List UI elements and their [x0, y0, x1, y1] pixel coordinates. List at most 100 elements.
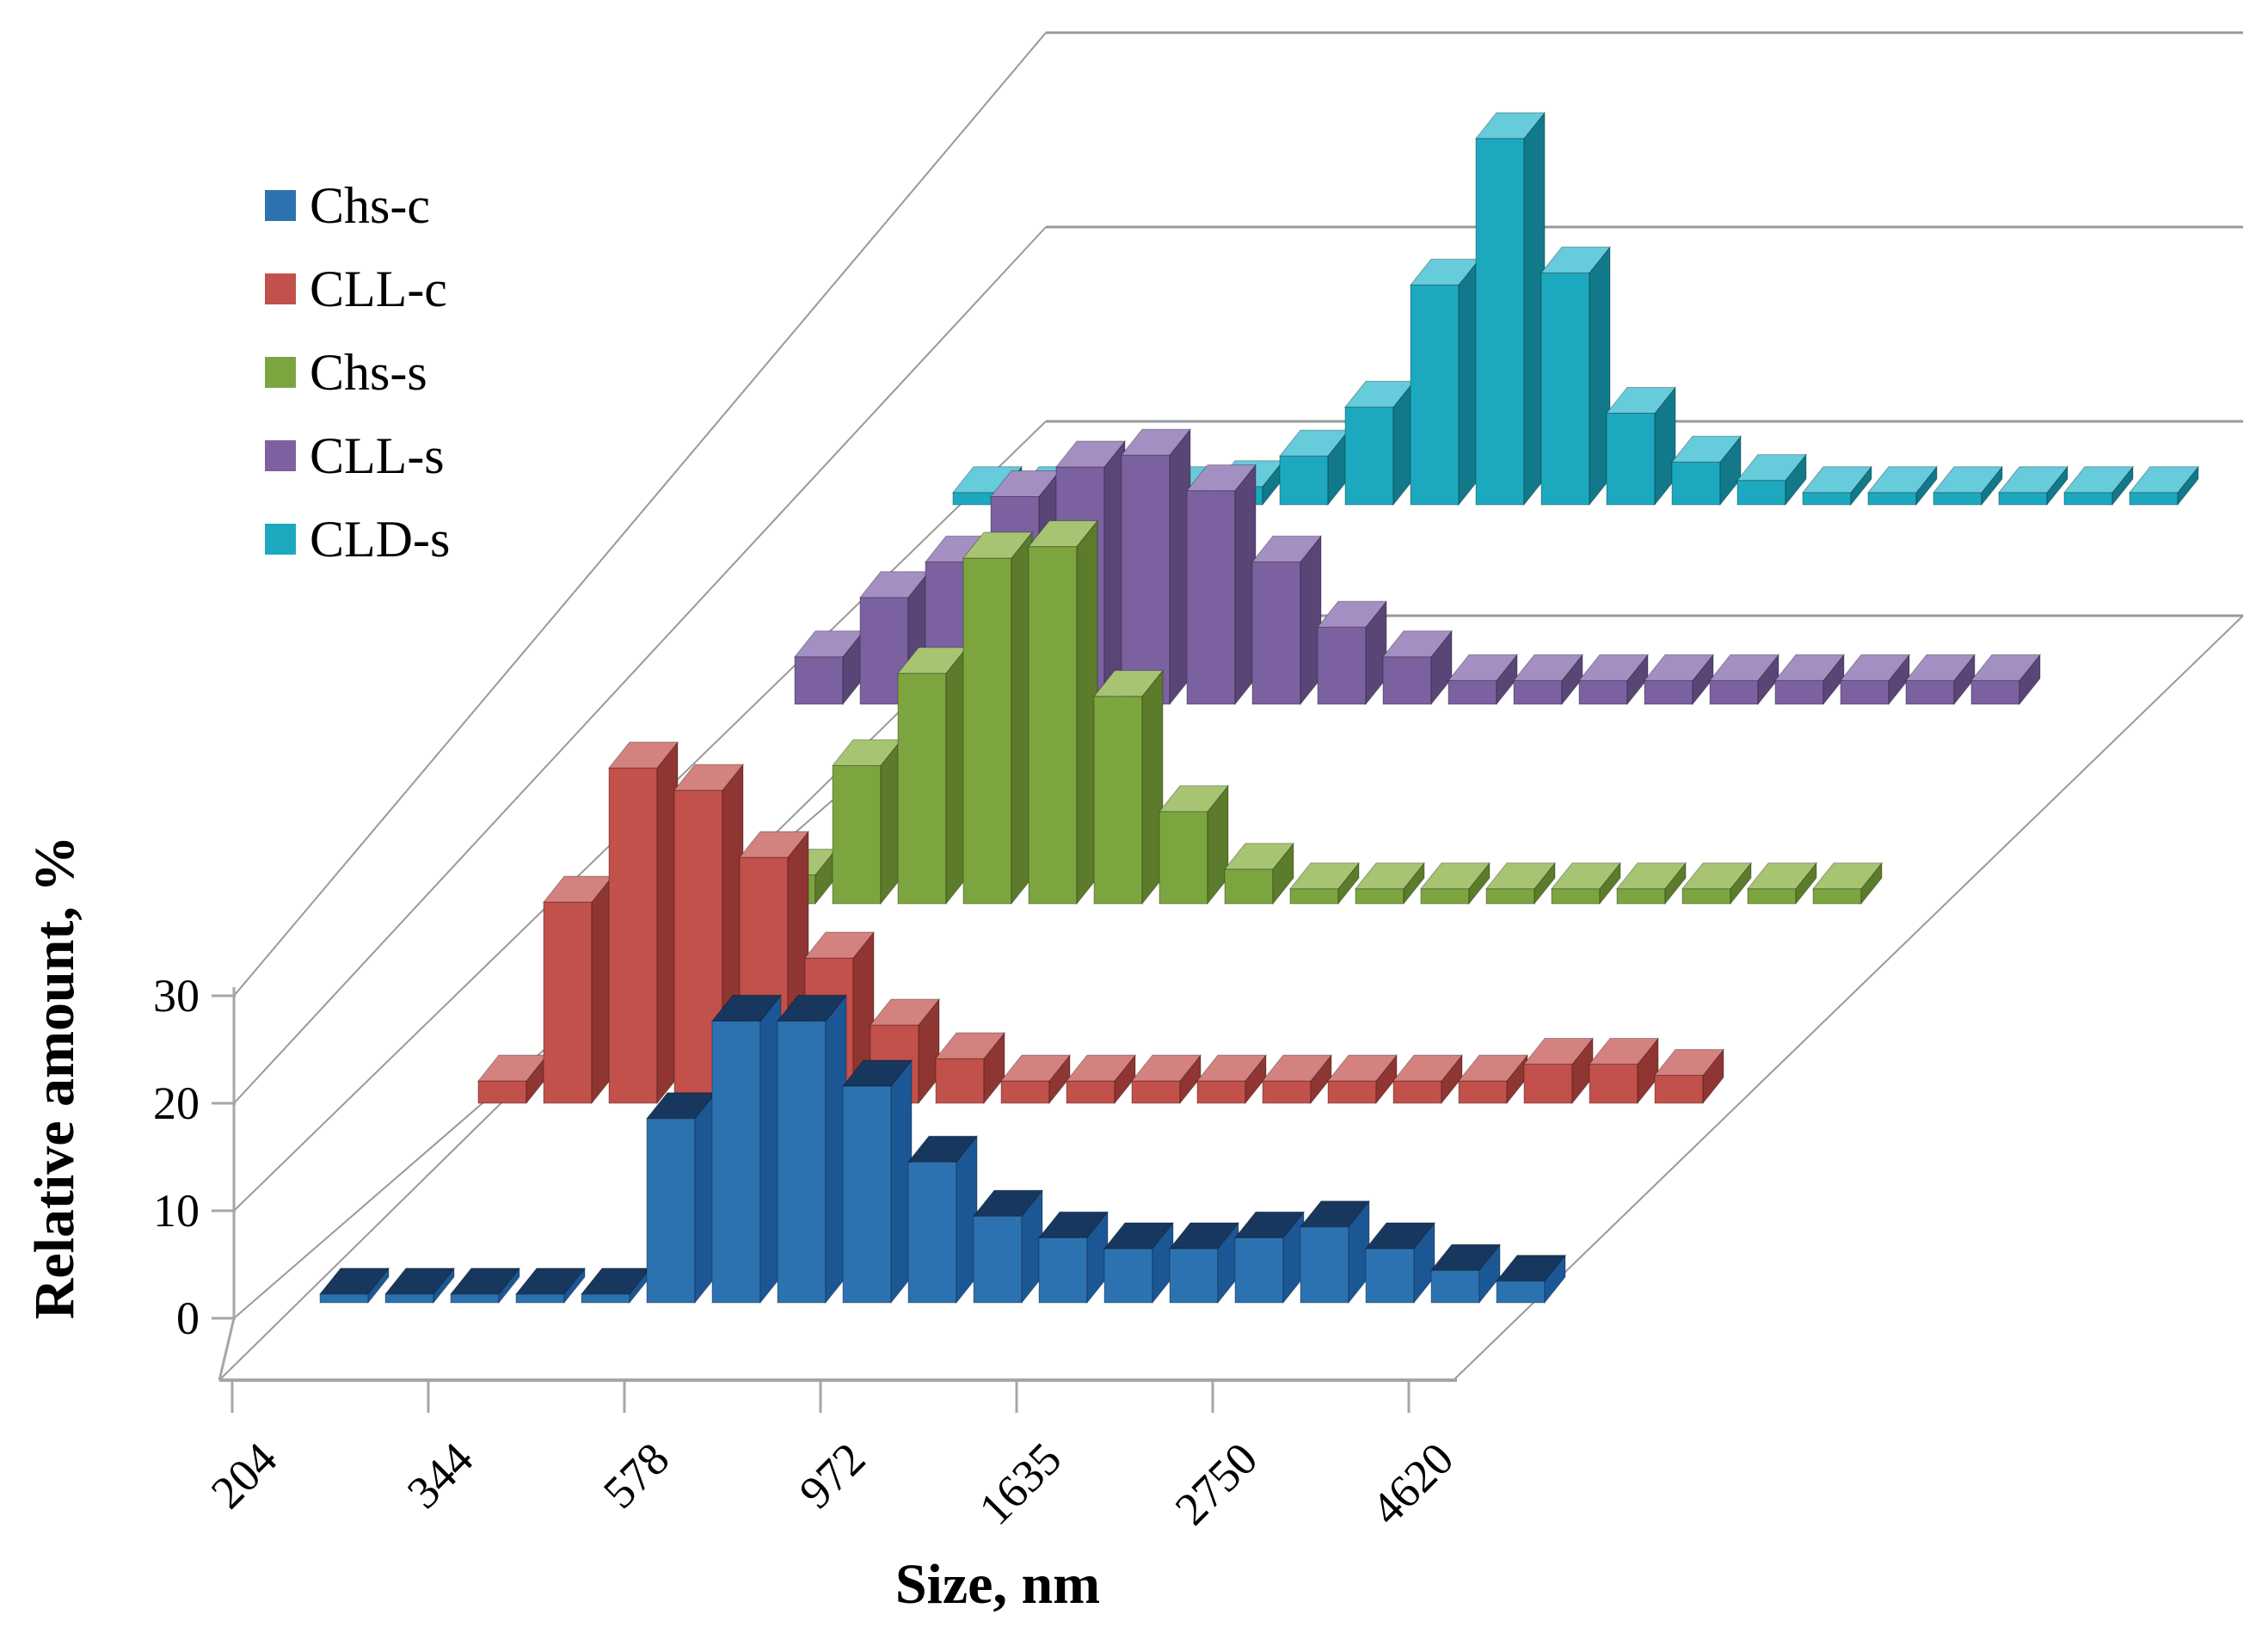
bar-CLL-s-bin11 [1512, 653, 1584, 706]
bar-front-face [1159, 811, 1208, 905]
bar-front-face [1681, 888, 1731, 905]
bar-Chs-s-bin17 [1746, 862, 1818, 905]
bar-top-face [1120, 428, 1192, 456]
bar-front-face [1485, 888, 1535, 905]
bar-Chs-c-bin14 [1233, 1210, 1306, 1304]
bar-front-face [1000, 1080, 1050, 1104]
floor-right-edge [1453, 615, 2244, 1381]
bar-CLL-s-bin9 [1381, 629, 1454, 706]
bar-Chs-s-bin5 [962, 531, 1034, 905]
bar-Chs-c-bin0 [318, 1267, 390, 1304]
bar-CLL-s-bin5 [1120, 427, 1192, 706]
bar-front-face [2063, 492, 2113, 506]
bar-CLL-s-bin18 [1970, 653, 2042, 706]
bar-Chs-c-bin15 [1299, 1200, 1371, 1304]
bar-Chs-s-bin4 [896, 646, 968, 905]
bar-top-face [2062, 466, 2135, 494]
bar-front-face [1382, 656, 1432, 705]
bar-top-face [1904, 654, 1976, 681]
bar-front-face [794, 656, 844, 705]
bar-front-face [1317, 626, 1367, 705]
bar-Chs-c-bin13 [1168, 1221, 1240, 1304]
bar-Chs-c-bin7 [776, 993, 848, 1304]
bar-front-face [935, 1058, 985, 1104]
bar-front-face [1279, 455, 1329, 506]
gridline-leftwall [233, 32, 1047, 997]
legend-item: CLD-s [265, 497, 450, 580]
bar-top-face [1670, 435, 1742, 463]
bar-Chs-s-bin12 [1419, 862, 1491, 905]
bar-Chs-s-bin15 [1615, 862, 1687, 905]
bar-top-face [1970, 654, 2042, 681]
bar-top-face [1092, 670, 1165, 697]
bar-front-face [1736, 480, 1786, 506]
bar-top-face [384, 1268, 456, 1295]
bar-top-face [803, 931, 876, 959]
bar-CLD-s-bin5 [1278, 428, 1350, 506]
bar-top-face [1326, 1054, 1398, 1082]
bar-top-face [1522, 1038, 1595, 1065]
bar-front-face [1224, 869, 1274, 905]
bar-front-face [1998, 492, 2048, 506]
bar-front-face [907, 1161, 957, 1304]
bar-front-face [1774, 679, 1824, 705]
bar-top-face [907, 1135, 979, 1163]
bar-CLD-s-bin13 [1801, 465, 1873, 506]
bar-CLD-s-bin10 [1605, 386, 1677, 506]
bar-front-face [1028, 546, 1078, 905]
bar-top-face [449, 1268, 521, 1295]
bar-front-face [1644, 679, 1693, 705]
bar-front-face [1262, 1080, 1312, 1104]
bar-CLL-c-bin0 [476, 1053, 549, 1105]
legend-label: Chs-c [310, 176, 430, 234]
bar-CLL-c-bin10 [1130, 1053, 1202, 1105]
bar-front-face [1905, 679, 1955, 705]
bar-top-face [514, 1268, 587, 1295]
bar-top-face [318, 1268, 390, 1295]
bar-CLL-c-bin17 [1588, 1037, 1660, 1105]
bar-CLD-s-bin7 [1409, 257, 1481, 506]
bar-top-face [1588, 1038, 1660, 1065]
bar-top-face [1457, 1054, 1529, 1082]
bar-front-face [962, 557, 1012, 905]
bar-top-face [962, 531, 1034, 559]
legend-label: CLD-s [310, 510, 451, 568]
bar-top-face [1866, 466, 1939, 494]
bar-Chs-c-bin12 [1103, 1221, 1175, 1304]
bar-side-face [1534, 862, 1556, 905]
bar-front-face [1970, 679, 2020, 705]
y-tick-label: 0 [176, 1292, 200, 1344]
bar-top-face [1653, 1049, 1725, 1076]
bar-front-face [1327, 1080, 1377, 1104]
bar-front-face [1289, 888, 1339, 905]
bar-CLL-s-bin10 [1447, 653, 1519, 706]
bar-top-face [1299, 1200, 1371, 1228]
bar-top-face [1168, 1222, 1240, 1249]
bar-side-face [1664, 862, 1687, 905]
bar-top-face [738, 831, 810, 858]
bar-front-face [646, 1118, 696, 1304]
gridline-leftwall [233, 226, 1047, 1104]
bar-CLL-s-bin6 [1185, 463, 1257, 706]
bar-front-face [1300, 1226, 1349, 1304]
bar-front-face [1475, 138, 1525, 506]
bar-CLL-s-bin16 [1839, 653, 1911, 706]
legend-swatch-icon [265, 356, 296, 388]
bar-front-face [1251, 561, 1301, 705]
bar-front-face [1747, 888, 1797, 905]
x-tick-label: 1635 [969, 1433, 1072, 1535]
bar-top-face [607, 741, 679, 769]
bar-top-face [673, 764, 745, 791]
bar-side-face [1403, 862, 1425, 905]
legend: Chs-c CLL-c Chs-s CLL-s CLD-s [265, 163, 450, 580]
bar-CLL-c-bin8 [999, 1053, 1072, 1105]
bar-front-face [1867, 492, 1917, 506]
legend-swatch-icon [265, 439, 296, 471]
bar-top-face [776, 994, 848, 1022]
bar-CLL-c-bin13 [1326, 1053, 1398, 1105]
bar-top-face [1736, 454, 1808, 482]
legend-swatch-icon [265, 273, 296, 304]
bar-CLD-s-bin14 [1866, 465, 1939, 506]
x-tick-label: 578 [593, 1433, 679, 1519]
bar-top-face [1605, 387, 1677, 414]
